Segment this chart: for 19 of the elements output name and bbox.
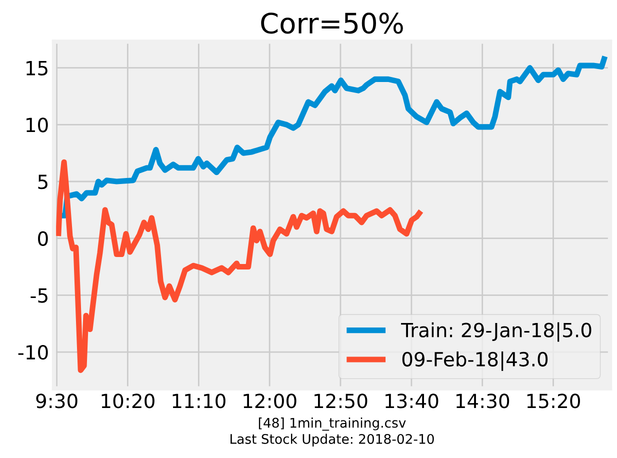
- x-tick-label: 12:00: [244, 394, 296, 408]
- legend-label: 09-Feb-18|43.0: [402, 351, 548, 371]
- text: Last Stock Update: 2018-02-10: [230, 434, 434, 447]
- text: [48] 1min_training.csv: [258, 418, 406, 431]
- x-tick-label: 11:10: [172, 394, 226, 408]
- y-tick-label: -5: [30, 288, 48, 303]
- x-tick-label: 13:40: [386, 394, 438, 408]
- x-tick-label: 15:20: [527, 394, 580, 408]
- chart-title: Corr=50%: [261, 12, 403, 34]
- y-tick-label: -10: [18, 344, 48, 360]
- x-tick-label: 9:30: [36, 394, 78, 408]
- legend-label: Train: 29-Jan-18|5.0: [401, 322, 592, 342]
- y-tick-label: 10: [26, 118, 48, 132]
- x-tick-label: 14:30: [456, 394, 510, 408]
- y-tick-label: 15: [26, 61, 48, 76]
- y-tick-label: 0: [38, 231, 48, 246]
- x-tick-label: 12:50: [314, 394, 368, 408]
- y-tick-label: 5: [38, 174, 48, 190]
- x-tick-label: 10:20: [102, 394, 154, 408]
